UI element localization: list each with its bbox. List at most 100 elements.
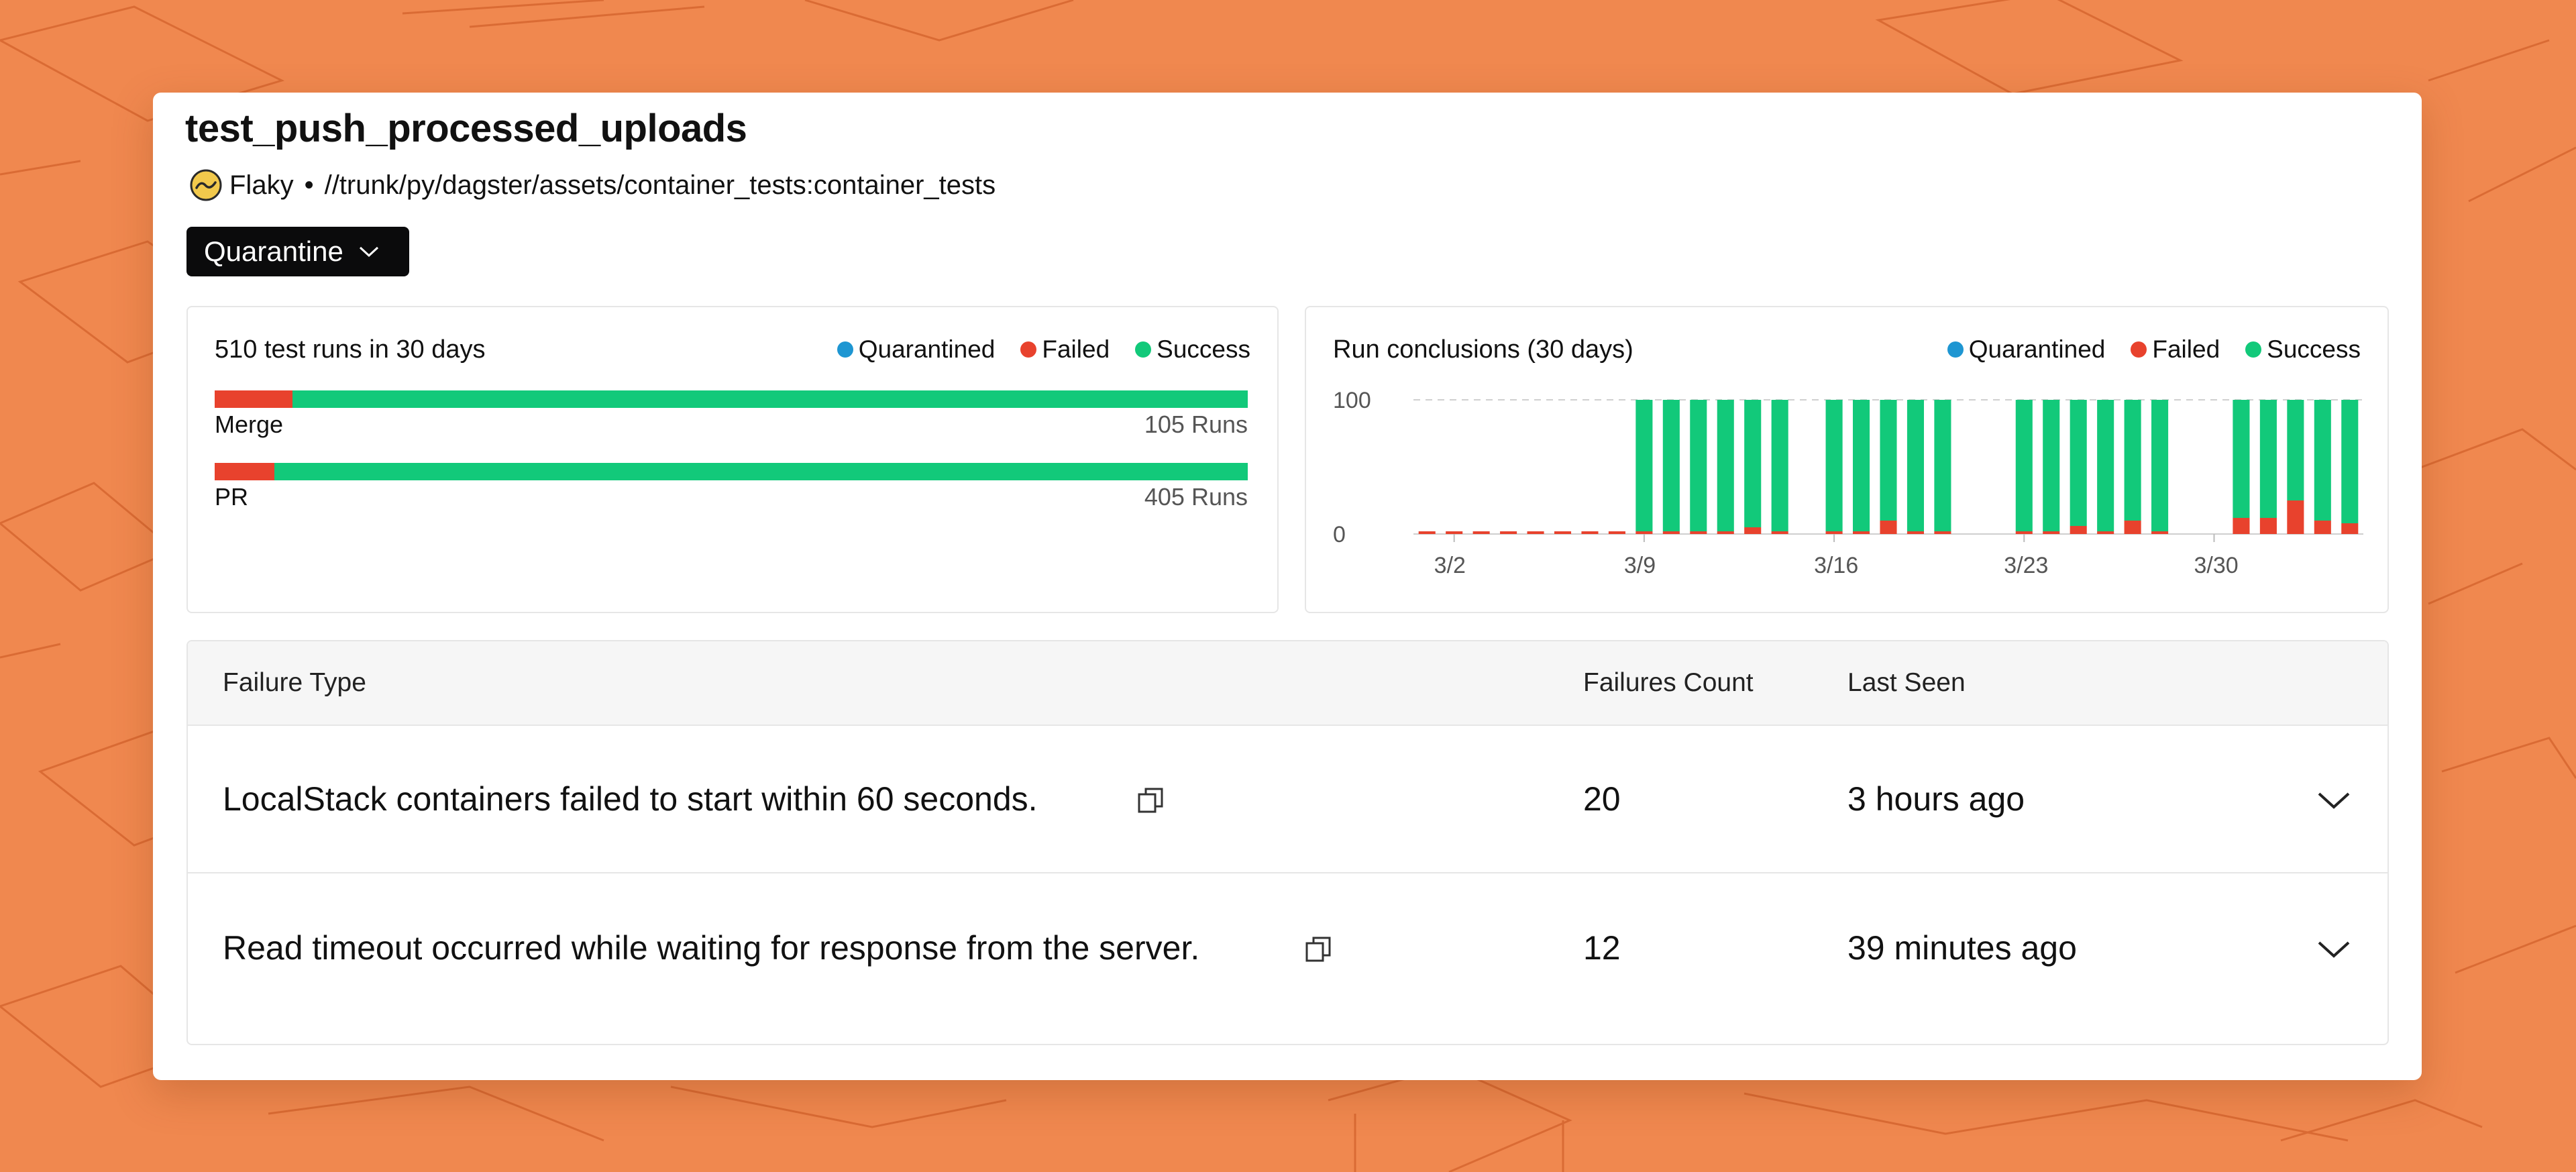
legend-failed: Failed [1020,335,1110,364]
success-bar [2233,400,2250,518]
failed-bar [2015,531,2033,534]
legend-quarantined-label: Quarantined [858,335,996,363]
failed-bar [2341,523,2359,534]
failed-bar [2151,531,2169,534]
run-conclusions-panel: Run conclusions (30 days) Quarantined Fa… [1305,306,2389,613]
chevron-down-icon [359,246,378,258]
failure-type-cell: Read timeout occurred while waiting for … [223,929,1200,967]
x-tick-label: 3/30 [2194,553,2238,578]
success-bar [2015,400,2033,531]
failed-bar [2314,521,2331,534]
success-bar [1744,400,1762,527]
quarantined-dot-icon [837,341,853,358]
pr-runs-bar [215,463,1248,480]
failed-bar [1880,521,1897,534]
y-tick-label: 100 [1333,388,1371,413]
success-dot-icon [1135,341,1152,358]
table-row[interactable]: LocalStack containers failed to start wi… [188,726,2387,873]
failed-bar [1527,531,1544,534]
success-bar [2097,400,2114,531]
success-bar [2314,400,2331,521]
failure-type-cell: LocalStack containers failed to start wi… [223,780,1038,818]
copy-icon[interactable] [1136,786,1165,814]
success-bar [2259,400,2277,518]
success-bar [1907,400,1924,531]
success-bar [2043,400,2060,531]
success-bar [1771,400,1788,531]
failed-bar [1771,531,1788,534]
legend-failed-label: Failed [1042,335,1110,363]
failed-bar [1662,531,1680,534]
chart-legend-quarantined-label: Quarantined [1968,335,2106,363]
success-bar [2124,400,2141,521]
chart-legend-success-label: Success [2267,335,2361,363]
copy-icon[interactable] [1304,935,1332,963]
x-tick-label: 3/16 [1814,553,1858,578]
merge-failed-segment [215,390,292,408]
x-tick-label: 3/23 [2004,553,2048,578]
legend-success: Success [1135,335,1250,364]
failures-table: Failure Type Failures Count Last Seen Lo… [186,640,2389,1045]
failed-bar [1446,531,1463,534]
x-tick-label: 3/9 [1624,553,1656,578]
success-bar [1825,400,1843,531]
failed-bar [2287,500,2304,534]
table-row[interactable]: Read timeout occurred while waiting for … [188,875,2387,1022]
pr-failed-segment [215,463,275,480]
failed-dot-icon [1020,341,1037,358]
success-dot-icon [2245,341,2262,358]
flaky-status-icon [190,169,222,201]
success-bar [2151,400,2169,531]
legend-quarantined: Quarantined [837,335,996,364]
table-header: Failure Type Failures Count Last Seen [188,641,2387,726]
chevron-down-icon[interactable] [2316,790,2351,810]
failed-dot-icon [2131,341,2147,358]
quarantined-dot-icon [1947,341,1964,358]
failed-bar [2070,526,2087,534]
chart-legend-success: Success [2245,335,2361,364]
chevron-down-icon[interactable] [2316,939,2351,959]
failed-bar [1635,531,1653,534]
quarantine-dropdown-button[interactable]: Quarantine [186,227,409,276]
failed-bar [1500,531,1517,534]
test-path: //trunk/py/dagster/assets/container_test… [324,170,996,200]
failed-bar [1744,527,1762,534]
success-bar [2287,400,2304,500]
quarantine-label: Quarantine [204,235,343,267]
failed-bar [2124,521,2141,534]
pr-label: PR [215,483,249,511]
column-failure-type[interactable]: Failure Type [223,668,366,697]
success-bar [1717,400,1734,531]
column-failures-count[interactable]: Failures Count [1583,668,1754,697]
success-bar [1853,400,1870,531]
test-detail-card: test_push_processed_uploads Flaky • //tr… [153,93,2422,1080]
failed-bar [1418,531,1436,534]
success-bar [2070,400,2087,526]
failed-bar [1825,531,1843,534]
run-conclusions-legend: Quarantined Failed Success [1922,335,2361,364]
test-status-line: Flaky • //trunk/py/dagster/assets/contai… [189,165,996,205]
failed-bar [1608,531,1625,534]
column-last-seen[interactable]: Last Seen [1847,668,1966,697]
last-seen-cell: 3 hours ago [1847,780,2025,818]
failed-bar [2097,531,2114,534]
failures-count-cell: 12 [1583,929,1621,967]
failed-bar [1717,531,1734,534]
failed-bar [1907,531,1924,534]
pr-runs-count: 405 Runs [1144,483,1248,511]
failed-bar [1581,531,1599,534]
legend-success-label: Success [1157,335,1250,363]
failed-bar [1554,531,1572,534]
merge-runs-bar [215,390,1248,408]
merge-runs-count: 105 Runs [1144,411,1248,438]
failed-bar [1472,531,1490,534]
run-conclusions-chart: 0 100 3/2 3/9 3/16 3/23 3/30 [1333,388,2363,578]
test-runs-panel: 510 test runs in 30 days Quarantined Fai… [186,306,1279,613]
test-runs-title: 510 test runs in 30 days [215,335,486,364]
merge-label: Merge [215,411,284,438]
success-bar [1880,400,1897,521]
failed-bar [1853,531,1870,534]
success-bar [1934,400,1951,531]
failed-bar [1690,531,1707,534]
